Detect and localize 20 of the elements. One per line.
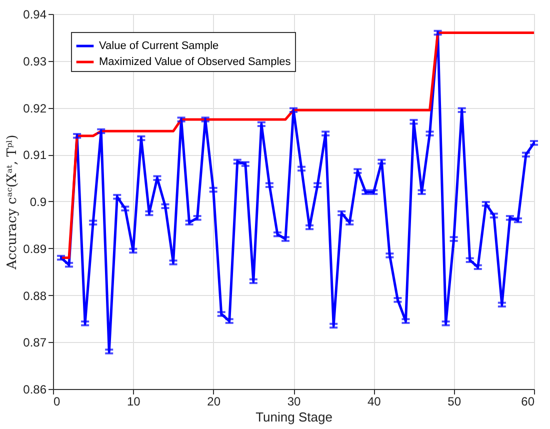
x-tick-label: 50 bbox=[448, 394, 462, 408]
y-axis-title: Accuracy cᵃᶜ(Xᵃᵗ, Tᵖˡ) bbox=[5, 134, 20, 270]
x-tick-label: 0 bbox=[54, 394, 60, 408]
legend-label: Value of Current Sample bbox=[99, 40, 219, 52]
y-tick-label: 0.87 bbox=[23, 336, 47, 350]
y-tick-label: 0.93 bbox=[23, 54, 47, 68]
y-tick-label: 0.91 bbox=[23, 148, 47, 162]
y-tick-label: 0.86 bbox=[23, 382, 47, 396]
x-tick-label: 40 bbox=[367, 394, 382, 408]
x-tick-label: 10 bbox=[126, 394, 141, 408]
x-axis-title: Tuning Stage bbox=[256, 410, 332, 424]
x-tick-label: 30 bbox=[287, 394, 301, 408]
y-tick-label: 0.94 bbox=[23, 8, 47, 22]
y-tick-label: 0.9 bbox=[30, 195, 47, 209]
x-tick-label: 20 bbox=[207, 394, 221, 408]
x-tick-label: 60 bbox=[521, 394, 535, 408]
y-tick-label: 0.88 bbox=[23, 288, 47, 303]
y-tick-label: 0.92 bbox=[23, 101, 47, 116]
legend-label: Maximized Value of Observed Samples bbox=[99, 56, 292, 68]
y-tick-label: 0.89 bbox=[23, 242, 47, 256]
